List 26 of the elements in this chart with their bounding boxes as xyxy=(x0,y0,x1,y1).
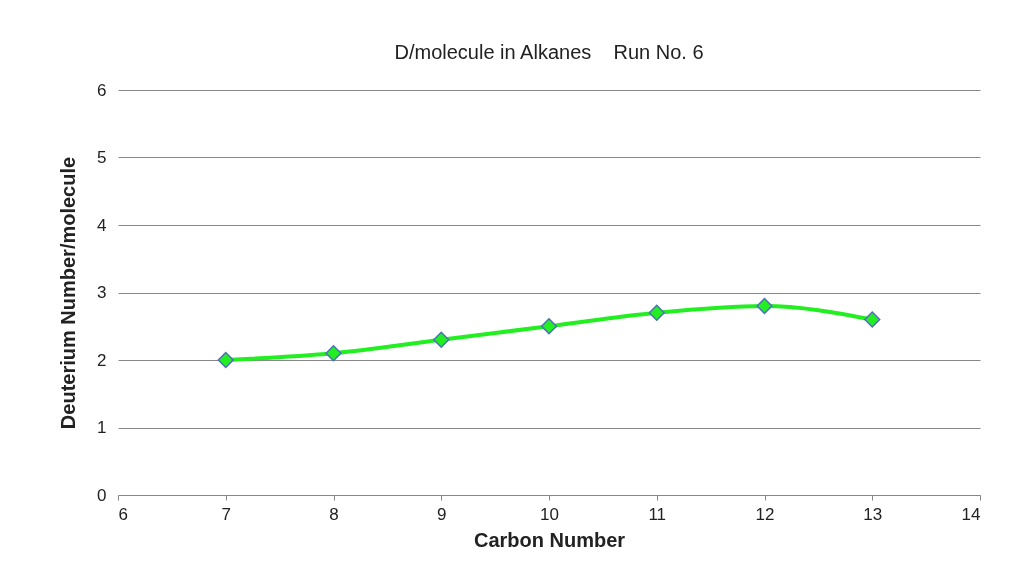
y-tick-label: 1 xyxy=(97,418,107,437)
x-axis-title: Carbon Number xyxy=(473,528,626,551)
x-tick-label: 11 xyxy=(648,504,667,524)
point xyxy=(325,345,342,362)
y-tick-label: 6 xyxy=(97,80,107,100)
x-tick-label: 8 xyxy=(329,504,339,524)
x-tick-label: 13 xyxy=(863,504,883,524)
y-tick-label: 2 xyxy=(97,350,107,370)
y-tick-label: 3 xyxy=(97,283,107,302)
x-tick-label: 7 xyxy=(221,504,231,524)
point xyxy=(864,311,881,328)
y-tick-label: 5 xyxy=(97,148,107,167)
x-tick-label: 14 xyxy=(961,504,981,524)
y-tick-label: 0 xyxy=(97,485,107,505)
x-tick-label: 12 xyxy=(755,504,775,524)
point xyxy=(433,331,450,348)
point xyxy=(217,351,234,369)
x-tick-label: 10 xyxy=(540,504,559,524)
y-tick-label: 4 xyxy=(97,215,107,235)
x-tick-label: 9 xyxy=(437,504,447,524)
x-tick-label: 6 xyxy=(118,504,128,524)
y-axis-title: Deuterium Number/molecule xyxy=(57,156,80,430)
point xyxy=(648,304,665,321)
point xyxy=(756,297,773,315)
point xyxy=(540,318,558,335)
chart-title: D/molecule in Alkanes Run No. 6 xyxy=(394,41,704,63)
